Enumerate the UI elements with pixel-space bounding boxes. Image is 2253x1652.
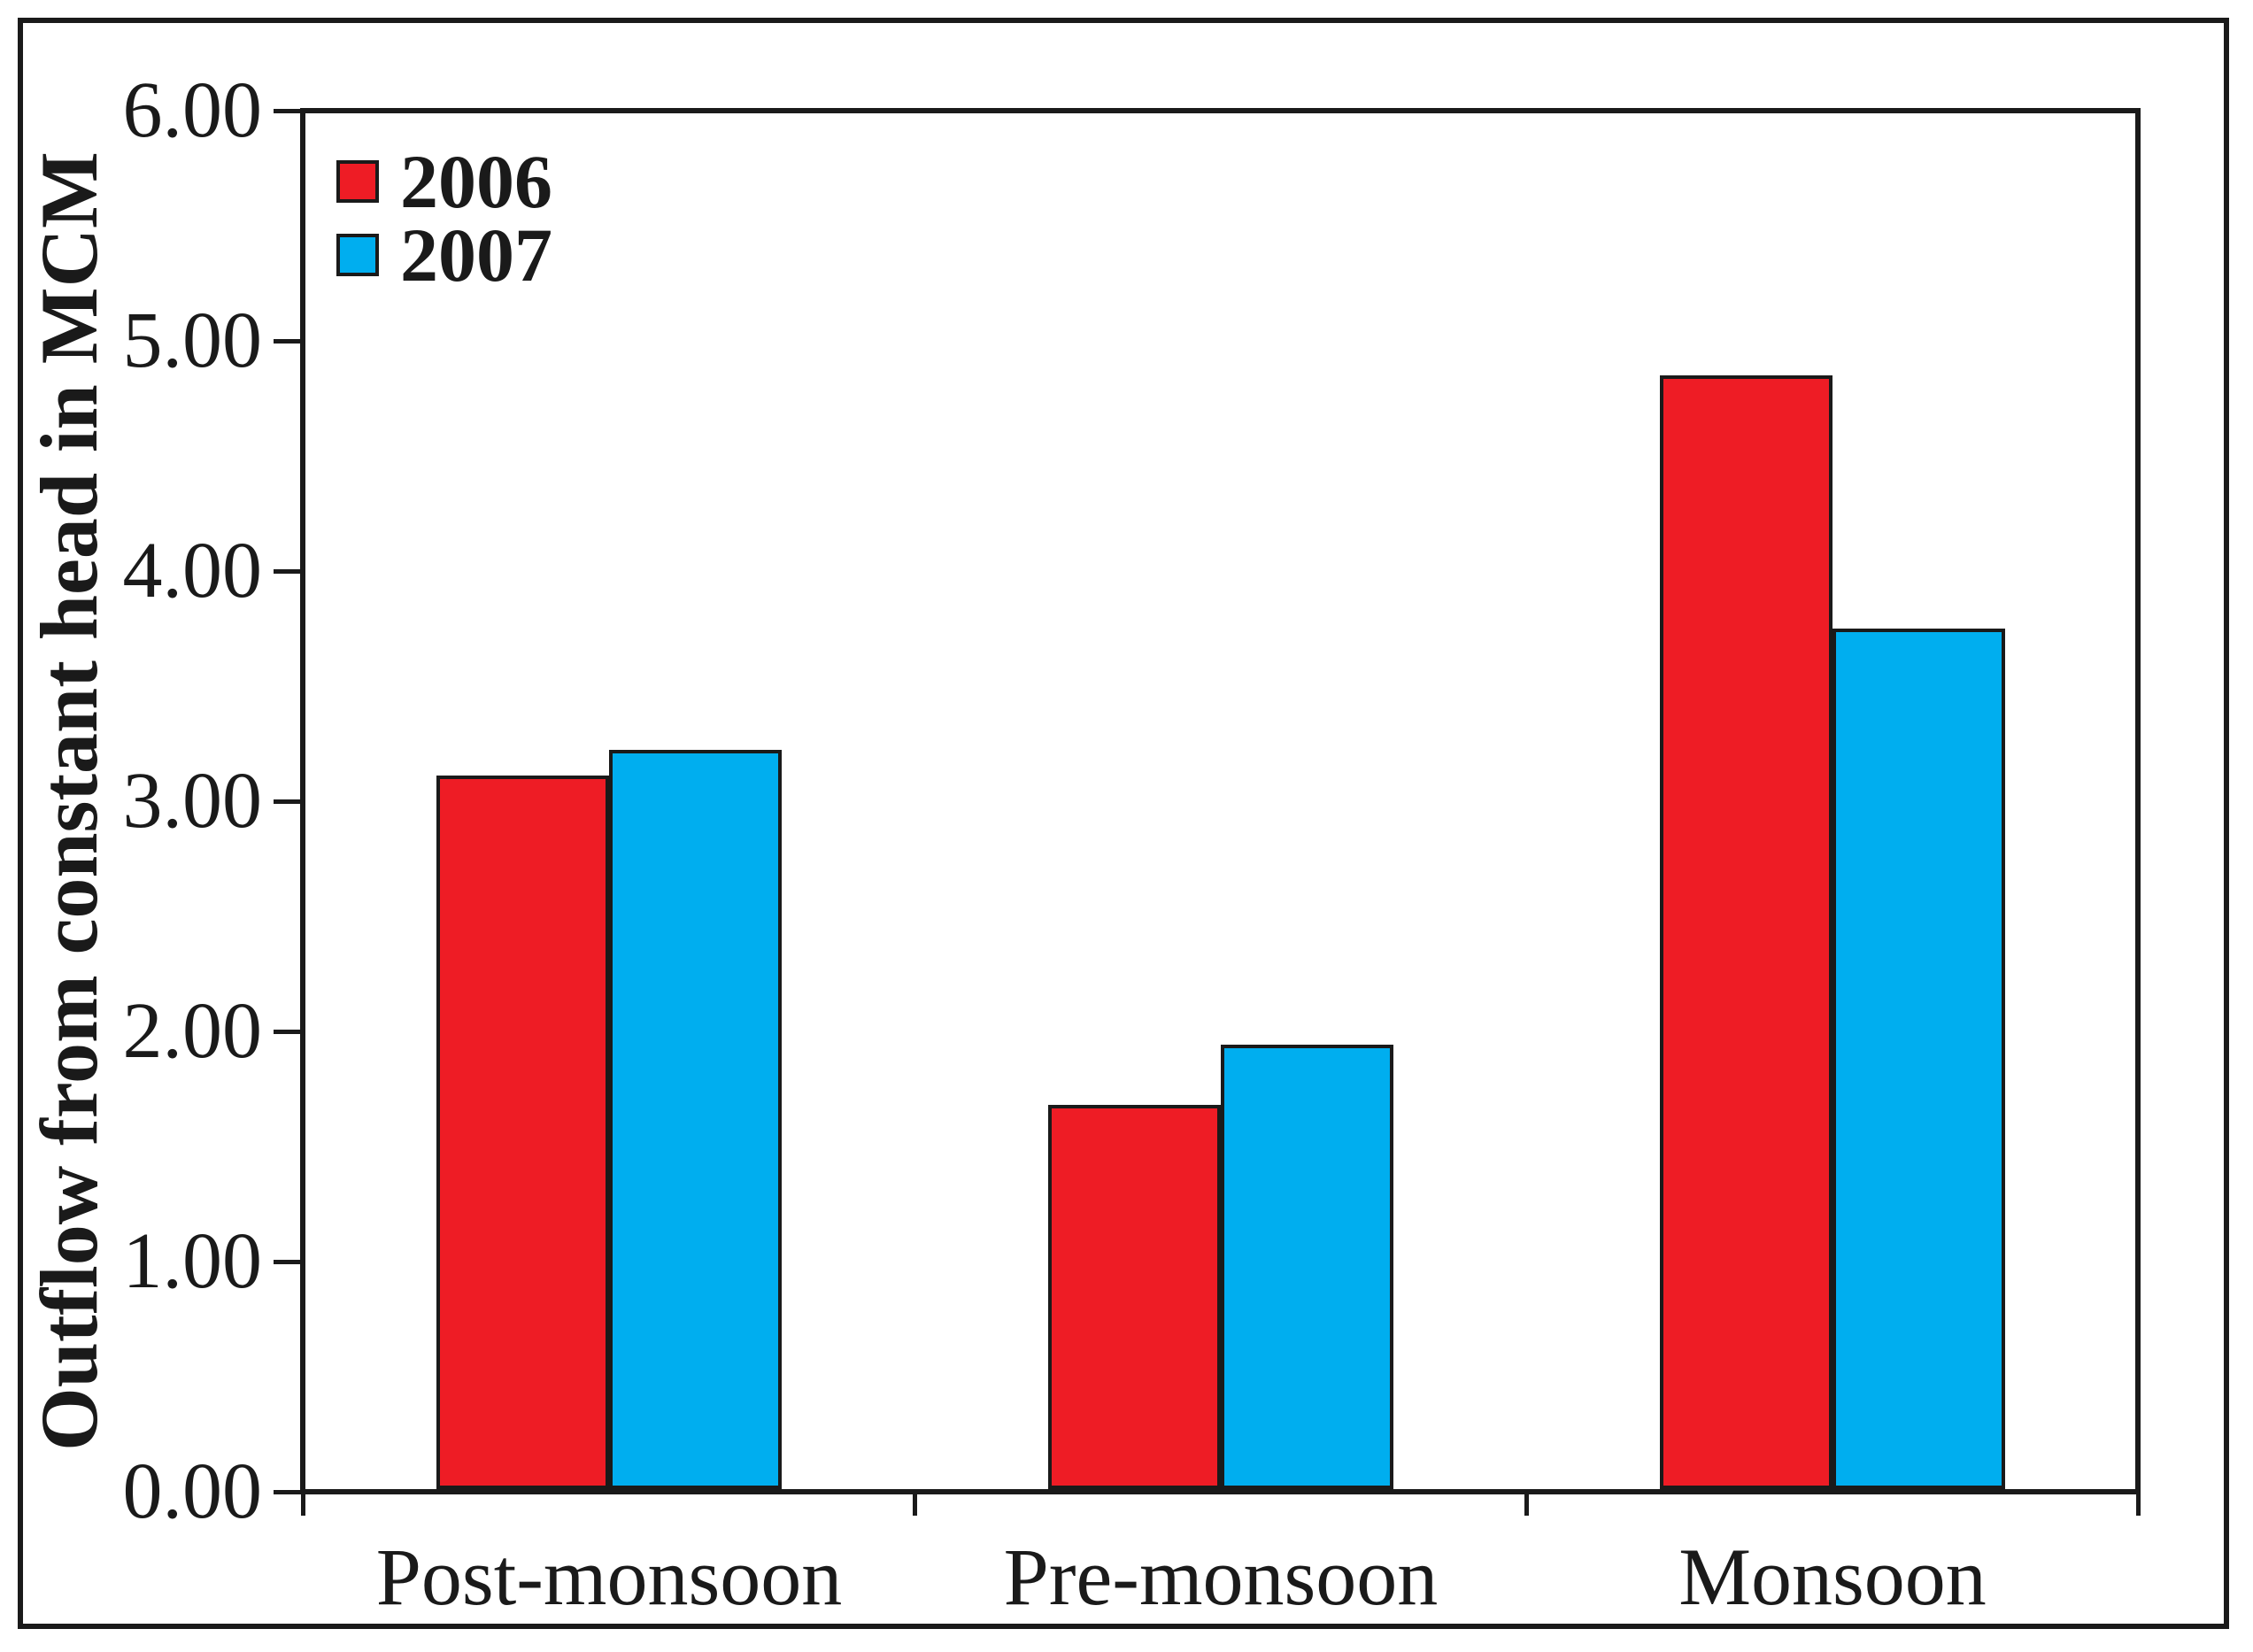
bar-2006-pre-monsoon (1048, 1105, 1221, 1489)
y-axis-tick (274, 1490, 300, 1494)
y-tick-label: 3.00 (122, 757, 263, 845)
y-tick-label: 6.00 (122, 66, 263, 154)
bar-2007-monsoon (1832, 629, 2005, 1489)
x-axis-tick (2136, 1489, 2141, 1516)
legend-item-2007: 2007 (336, 212, 552, 297)
legend-swatch-icon (336, 160, 379, 203)
y-tick-label: 1.00 (122, 1217, 263, 1305)
legend-item-2006: 2006 (336, 139, 552, 224)
y-axis-tick (274, 109, 300, 113)
y-axis-tick (274, 1030, 300, 1034)
y-tick-label: 4.00 (122, 527, 263, 614)
legend: 2006 2007 (336, 139, 552, 306)
category-label: Pre-monsoon (1003, 1532, 1439, 1622)
legend-swatch-icon (336, 234, 379, 276)
y-axis-tick (274, 799, 300, 804)
y-axis-tick (274, 569, 300, 574)
x-axis-tick (301, 1489, 305, 1516)
y-tick-label: 2.00 (122, 987, 263, 1075)
category-label: Post-monsoon (375, 1532, 843, 1622)
y-axis-tick (274, 339, 300, 344)
y-tick-label: 0.00 (122, 1447, 263, 1535)
bar-2007-pre-monsoon (1221, 1045, 1393, 1489)
x-axis-tick (1524, 1489, 1529, 1516)
x-axis-tick (913, 1489, 917, 1516)
figure-border (18, 18, 2229, 1629)
legend-label: 2006 (400, 139, 552, 224)
bar-2006-monsoon (1660, 375, 1832, 1489)
y-tick-label: 5.00 (122, 297, 263, 384)
bar-2006-post-monsoon (436, 776, 609, 1489)
bar-2007-post-monsoon (609, 750, 782, 1489)
legend-label: 2007 (400, 212, 552, 297)
category-label: Monsoon (1678, 1532, 1987, 1622)
y-axis-tick (274, 1260, 300, 1264)
